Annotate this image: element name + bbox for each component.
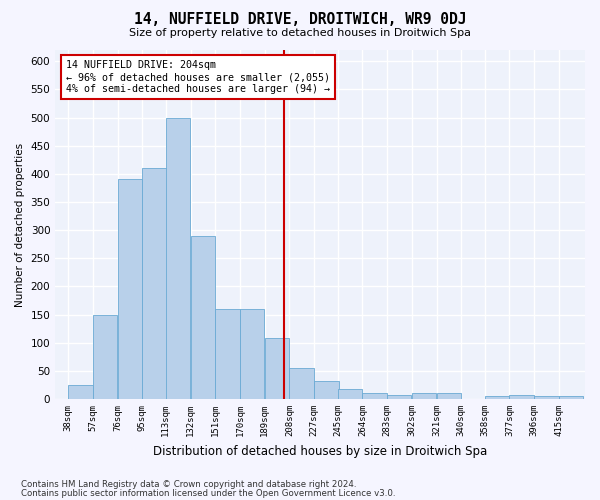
Bar bbox=[362, 394, 387, 399]
Bar bbox=[338, 390, 362, 399]
Bar bbox=[118, 180, 142, 399]
Bar bbox=[142, 168, 167, 399]
Bar bbox=[559, 396, 583, 399]
Bar bbox=[509, 395, 534, 399]
Bar bbox=[289, 368, 314, 399]
Text: Size of property relative to detached houses in Droitwich Spa: Size of property relative to detached ho… bbox=[129, 28, 471, 38]
Text: Contains HM Land Registry data © Crown copyright and database right 2024.: Contains HM Land Registry data © Crown c… bbox=[21, 480, 356, 489]
Bar bbox=[534, 396, 559, 399]
Bar bbox=[68, 385, 92, 399]
Bar bbox=[437, 394, 461, 399]
Bar bbox=[191, 236, 215, 399]
Bar bbox=[93, 314, 117, 399]
Bar bbox=[412, 394, 436, 399]
Bar bbox=[387, 394, 412, 399]
X-axis label: Distribution of detached houses by size in Droitwich Spa: Distribution of detached houses by size … bbox=[153, 444, 487, 458]
Text: 14, NUFFIELD DRIVE, DROITWICH, WR9 0DJ: 14, NUFFIELD DRIVE, DROITWICH, WR9 0DJ bbox=[134, 12, 466, 28]
Y-axis label: Number of detached properties: Number of detached properties bbox=[15, 142, 25, 306]
Bar bbox=[265, 338, 289, 399]
Text: 14 NUFFIELD DRIVE: 204sqm
← 96% of detached houses are smaller (2,055)
4% of sem: 14 NUFFIELD DRIVE: 204sqm ← 96% of detac… bbox=[66, 60, 330, 94]
Text: Contains public sector information licensed under the Open Government Licence v3: Contains public sector information licen… bbox=[21, 488, 395, 498]
Bar bbox=[166, 118, 190, 399]
Bar bbox=[215, 309, 239, 399]
Bar bbox=[314, 381, 338, 399]
Bar bbox=[485, 396, 509, 399]
Bar bbox=[240, 309, 265, 399]
